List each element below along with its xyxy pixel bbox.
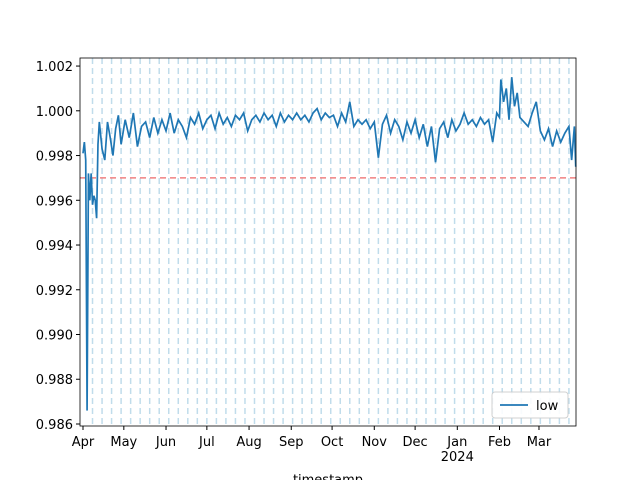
x-tick-label: Jan 2024 <box>441 435 474 465</box>
y-tick-label: 1.000 <box>36 105 73 120</box>
y-tick-label: 1.002 <box>36 60 73 75</box>
y-tick-label: 0.986 <box>36 418 73 433</box>
line <box>82 77 577 411</box>
y-tick-label: 0.992 <box>36 284 73 299</box>
legend-box <box>491 391 569 419</box>
x-tick-label: Sep <box>279 435 304 450</box>
x-tick-label: Jun <box>155 435 176 450</box>
x-tick-label: Feb <box>488 435 511 450</box>
y-tick-label: 0.996 <box>36 194 73 209</box>
plot-frame <box>79 57 577 427</box>
x-tick-label: Jul <box>198 435 215 450</box>
x-axis-label: timestamp <box>293 473 363 480</box>
x-tick-label: Oct <box>321 435 343 450</box>
x-tick-label: Aug <box>236 435 261 450</box>
y-tick-label: 0.994 <box>36 239 73 254</box>
y-tick-label: 0.988 <box>36 373 73 388</box>
legend-label: low <box>536 399 559 414</box>
y-tick-label: 0.998 <box>36 150 73 165</box>
x-tick-label: Nov <box>362 435 388 450</box>
x-tick-label: Apr <box>72 435 95 450</box>
x-tick-label: Mar <box>527 435 552 450</box>
x-tick-label: Dec <box>403 435 428 450</box>
x-tick-label: May <box>110 435 137 450</box>
y-tick-label: 0.990 <box>36 329 73 344</box>
